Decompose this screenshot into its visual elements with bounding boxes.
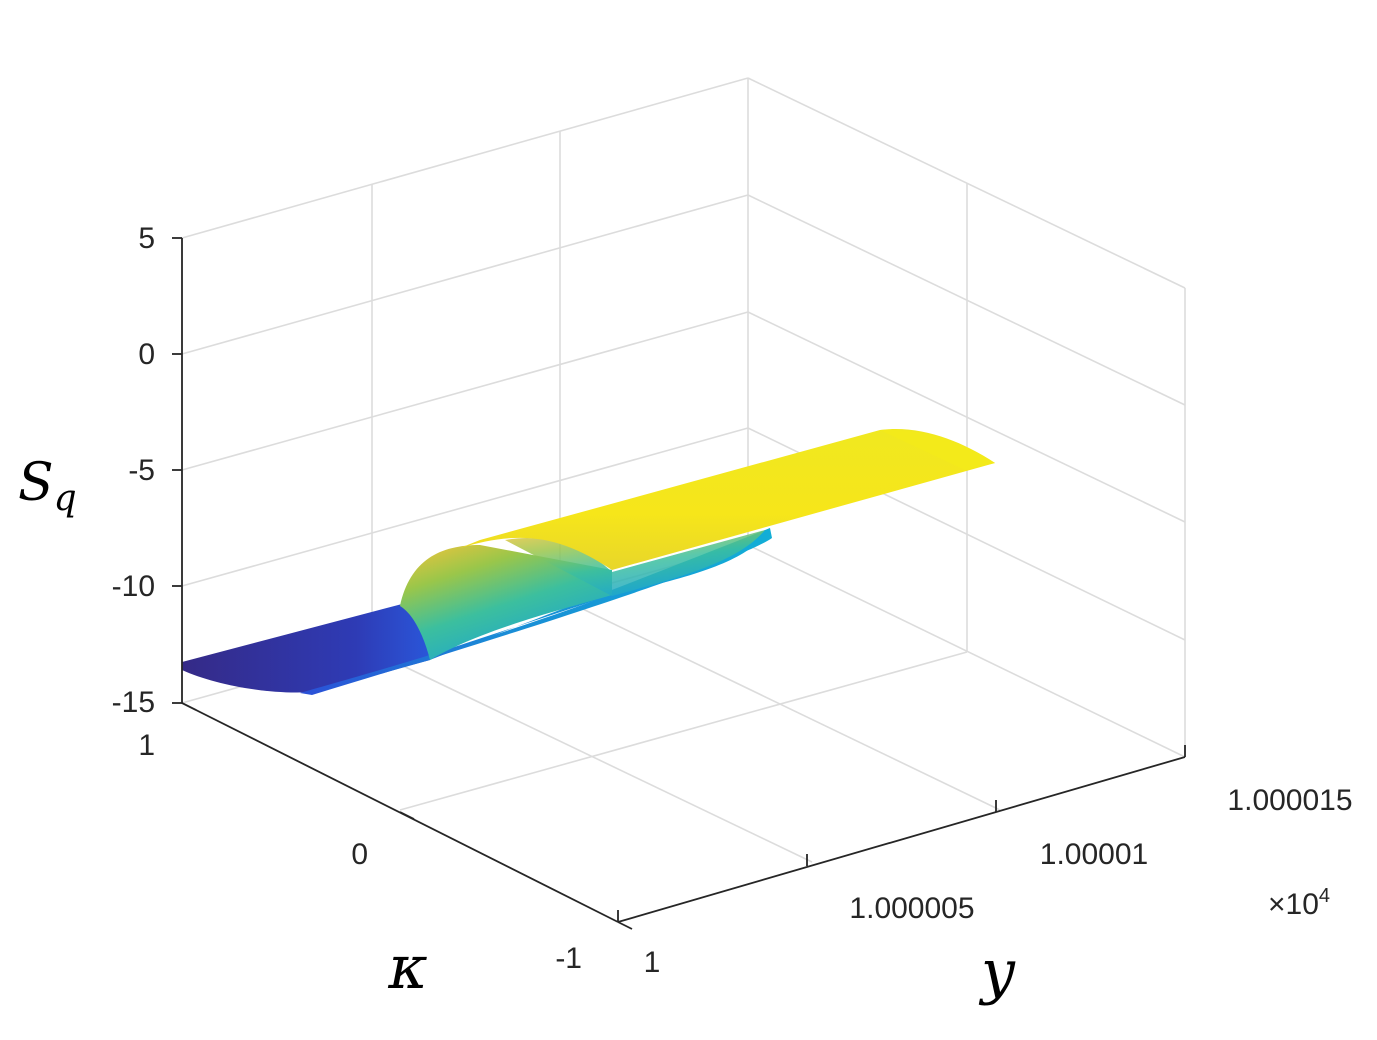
kappa-tick-label: 1: [138, 729, 155, 762]
z-label-main: S: [18, 453, 54, 513]
surface: [182, 429, 995, 695]
y-tick-label: 1: [644, 946, 661, 979]
y-tick-label: 1.000015: [1227, 784, 1352, 817]
y-axis-label: y: [978, 937, 1016, 1007]
z-tick-label: -10: [112, 570, 155, 603]
y-multiplier-exp: 4: [1319, 885, 1330, 907]
axes: [172, 238, 1185, 929]
grid: [182, 78, 1185, 862]
kappa-tick-label: 0: [351, 838, 368, 871]
z-tick-label: -15: [112, 686, 155, 719]
z-tick-label: 0: [138, 338, 155, 371]
kappa-tick-label: -1: [555, 942, 582, 975]
kappa-axis-label: κ: [387, 933, 427, 1003]
z-axis-label: Sq: [18, 453, 77, 519]
y-tick-label: 1.000005: [849, 892, 974, 925]
z-tick-label: -5: [128, 454, 155, 487]
y-multiplier: ×104: [1268, 885, 1330, 921]
y-multiplier-base: ×10: [1268, 888, 1319, 921]
y-tick-label: 1.00001: [1040, 838, 1148, 871]
z-tick-label: 5: [138, 222, 155, 255]
z-label-subscript: q: [54, 478, 77, 519]
surface-low-sheet: [182, 604, 430, 693]
